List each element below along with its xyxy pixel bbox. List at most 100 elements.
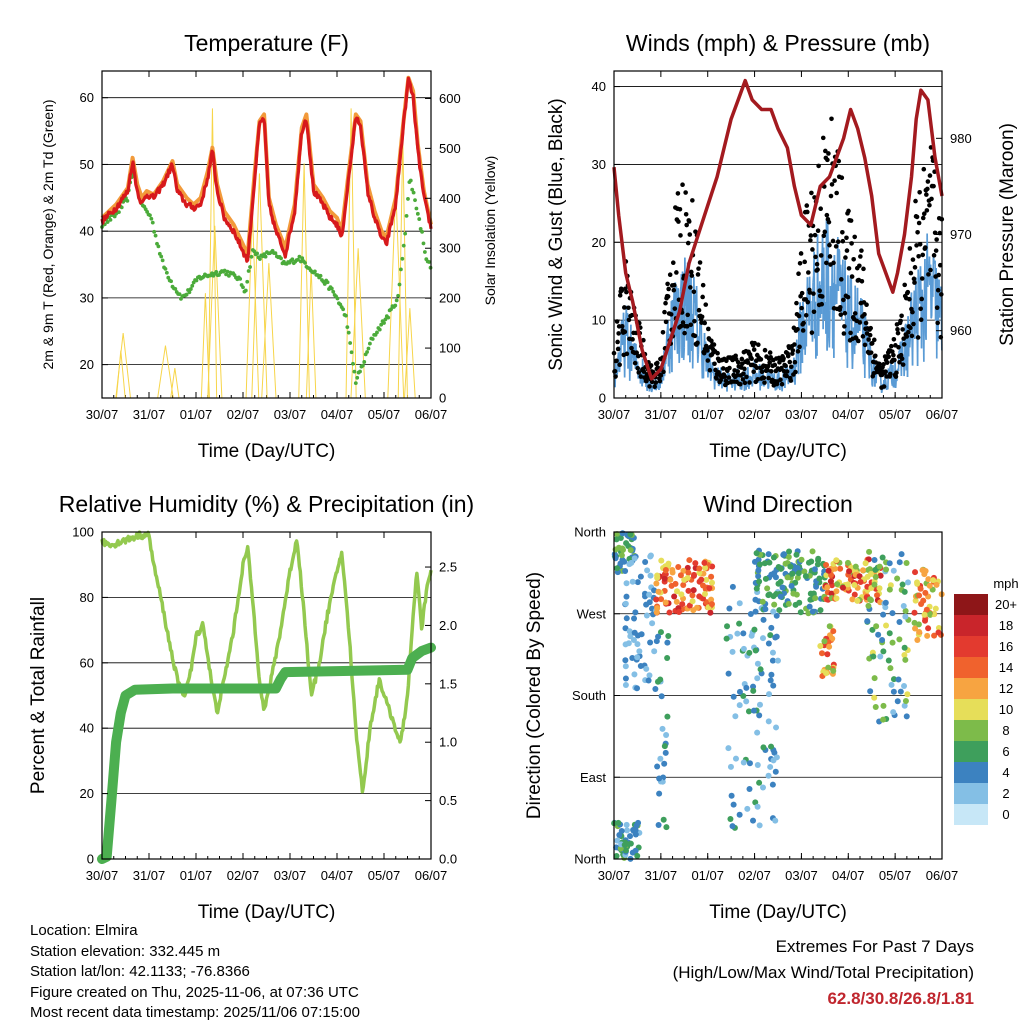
dewpoint-point (150, 220, 155, 225)
direction-point (759, 598, 766, 605)
gust-point (779, 381, 785, 387)
direction-point (684, 574, 691, 581)
direction-point (736, 600, 743, 607)
gust-point (778, 377, 783, 383)
dewpoint-point (366, 346, 371, 351)
sonic-wind-segment (800, 311, 803, 330)
gust-point (686, 219, 692, 224)
direction-point (664, 713, 671, 720)
winds-y2label: Station Pressure (Maroon) (997, 123, 1018, 346)
direction-point (736, 811, 743, 818)
gust-point (661, 369, 666, 375)
direction-point (625, 640, 632, 647)
dewpoint-point (243, 288, 248, 293)
direction-point (833, 595, 840, 602)
temp-ytick-label: 60 (80, 90, 94, 105)
gust-point (641, 369, 647, 374)
colorbar-swatch (954, 594, 988, 615)
gust-point (914, 243, 919, 248)
gust-point (925, 179, 931, 184)
direction-point (914, 580, 921, 587)
direction-point (659, 725, 666, 732)
direction-point (707, 609, 714, 616)
gust-point (711, 342, 717, 347)
gust-point (918, 317, 924, 323)
wdir-ytick-label: North (574, 852, 606, 867)
station-info: Location: Elmira Station elevation: 332.… (30, 921, 360, 1024)
gust-point (635, 365, 641, 371)
winds-xtick-label: 30/07 (598, 407, 631, 422)
direction-point (634, 579, 641, 586)
direction-point (708, 573, 715, 580)
colorbar-swatch (954, 699, 988, 720)
dewpoint-point (188, 287, 193, 291)
direction-point (794, 574, 801, 581)
gust-point (772, 362, 778, 368)
direction-point (632, 827, 639, 834)
gust-point (832, 178, 837, 183)
direction-point (915, 621, 922, 628)
direction-point (931, 632, 938, 639)
gust-point (911, 321, 916, 327)
direction-point (702, 564, 709, 571)
direction-point (790, 590, 797, 597)
direction-point (852, 563, 859, 570)
gust-point (735, 359, 741, 365)
dewpoint-point (410, 187, 415, 192)
gust-point (676, 219, 681, 224)
direction-point (696, 593, 703, 600)
winds-xtick-label: 02/07 (738, 407, 771, 422)
gust-point (810, 247, 815, 252)
direction-point (871, 581, 878, 588)
gust-point (762, 347, 768, 353)
direction-point (622, 675, 629, 682)
gust-point (671, 287, 677, 293)
gust-point (917, 189, 922, 195)
direction-point (740, 630, 747, 637)
rh-xtick-label: 01/07 (180, 868, 213, 883)
dewpoint-point (149, 216, 154, 221)
direction-point (678, 591, 685, 598)
gust-point (654, 360, 660, 366)
direction-point (633, 822, 640, 829)
gust-point (801, 320, 806, 326)
direction-point (680, 581, 687, 588)
sonic-wind-segment (848, 279, 851, 336)
dewpoint-point (177, 292, 182, 297)
gust-point (848, 218, 854, 223)
gust-point (662, 309, 667, 315)
colorbar-swatch (954, 720, 988, 741)
dewpoint-point (422, 250, 427, 254)
direction-point (632, 847, 639, 854)
gust-point (668, 312, 674, 317)
direction-point (784, 574, 791, 581)
direction-point (851, 591, 858, 598)
gust-point (911, 276, 917, 282)
direction-point (766, 591, 773, 598)
winds-title: Winds (mph) & Pressure (mb) (626, 30, 930, 56)
dewpoint-point (346, 330, 351, 335)
gust-point (866, 337, 871, 342)
gust-point (626, 305, 631, 311)
gust-point (635, 353, 641, 359)
direction-point (880, 716, 887, 723)
gust-point (919, 276, 925, 281)
gust-point (934, 237, 939, 242)
direction-point (834, 581, 841, 588)
gust-point (682, 330, 687, 336)
direction-point (709, 579, 716, 586)
direction-point (772, 768, 779, 775)
direction-point (894, 698, 901, 705)
gust-point (924, 208, 930, 213)
sonic-wind-segment (709, 376, 713, 381)
rain-total-line (97, 642, 436, 864)
colorbar-swatch (954, 804, 988, 825)
direction-point (769, 649, 776, 656)
gust-point (843, 255, 848, 260)
direction-point (862, 560, 869, 567)
direction-point (918, 601, 925, 608)
direction-point (675, 564, 682, 571)
gust-point (896, 344, 901, 350)
gust-point (781, 356, 786, 361)
